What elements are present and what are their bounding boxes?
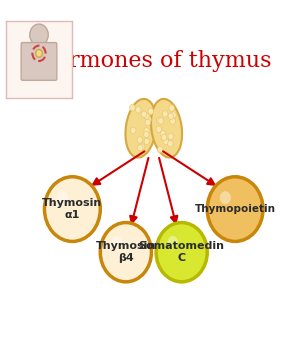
Circle shape: [30, 24, 48, 46]
Circle shape: [146, 117, 151, 123]
Circle shape: [156, 223, 207, 282]
Ellipse shape: [125, 99, 157, 158]
Circle shape: [160, 131, 166, 137]
Circle shape: [168, 141, 173, 147]
Circle shape: [130, 127, 136, 134]
Circle shape: [170, 118, 175, 124]
Circle shape: [44, 177, 100, 242]
Circle shape: [220, 191, 231, 204]
Circle shape: [144, 128, 149, 134]
Circle shape: [207, 177, 263, 242]
FancyBboxPatch shape: [21, 43, 57, 80]
Text: Thymosin
β4: Thymosin β4: [96, 241, 156, 263]
Circle shape: [145, 119, 151, 126]
Circle shape: [163, 138, 169, 145]
Circle shape: [130, 105, 135, 111]
Circle shape: [139, 144, 145, 150]
Circle shape: [161, 134, 167, 141]
Circle shape: [168, 113, 174, 119]
Text: alamy - 2DHY5M2: alamy - 2DHY5M2: [106, 334, 194, 344]
Circle shape: [136, 107, 141, 113]
Circle shape: [100, 223, 152, 282]
Circle shape: [137, 137, 142, 143]
Circle shape: [36, 49, 42, 57]
Circle shape: [148, 108, 154, 114]
Circle shape: [144, 131, 149, 138]
Circle shape: [141, 111, 147, 118]
Text: Somatomedin
C: Somatomedin C: [139, 241, 225, 263]
Circle shape: [169, 105, 174, 111]
Circle shape: [168, 236, 178, 248]
Circle shape: [57, 191, 68, 204]
Text: Hormones of thymus: Hormones of thymus: [36, 50, 272, 72]
Circle shape: [157, 117, 162, 124]
Text: Thymosin
α1: Thymosin α1: [42, 198, 103, 220]
Text: Thymopoietin: Thymopoietin: [195, 204, 276, 214]
Circle shape: [112, 236, 122, 248]
Circle shape: [144, 113, 149, 119]
Circle shape: [156, 126, 162, 133]
Circle shape: [168, 133, 173, 140]
Circle shape: [162, 111, 168, 117]
Ellipse shape: [151, 99, 182, 158]
Circle shape: [137, 145, 143, 151]
Circle shape: [171, 112, 176, 118]
Circle shape: [144, 138, 150, 145]
Circle shape: [158, 146, 163, 153]
Circle shape: [158, 118, 164, 124]
